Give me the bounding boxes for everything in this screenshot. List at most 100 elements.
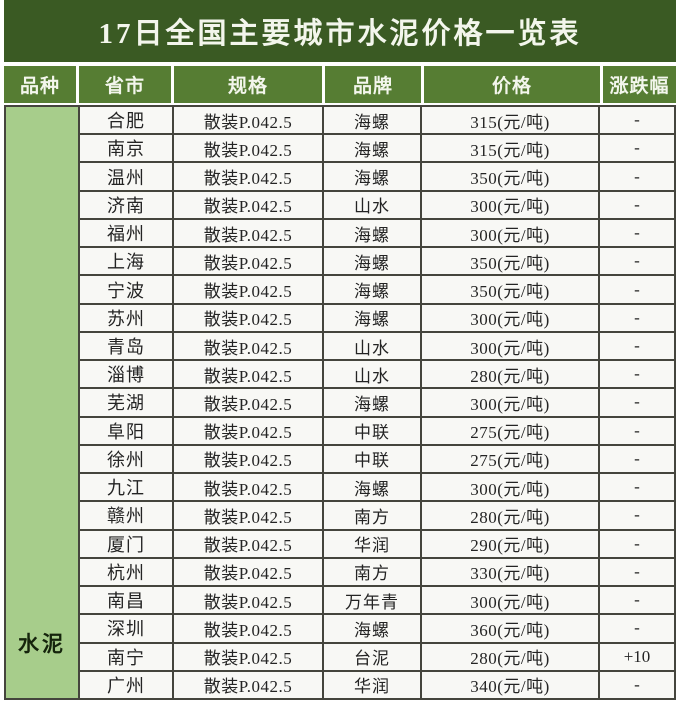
cell-city: 南宁 [80,643,172,670]
cell-spec: 散装P.042.5 [174,587,322,614]
cell-price: 360(元/吨) [422,615,598,642]
cell-city: 苏州 [80,304,172,331]
cell-change: - [600,135,674,162]
cell-change: - [600,276,674,303]
cell-brand: 中联 [324,445,420,473]
cell-city: 合肥 [80,107,172,134]
cell-brand: 华润 [324,671,420,698]
cell-price: 280(元/吨) [422,643,598,670]
cell-city: 福州 [80,219,172,247]
cell-spec: 散装P.042.5 [174,361,322,388]
cell-brand: 海螺 [324,474,420,501]
cell-brand: 海螺 [324,276,420,303]
cell-change: - [600,219,674,247]
cell-price: 290(元/吨) [422,530,598,557]
cell-city: 杭州 [80,558,172,586]
cell-brand: 南方 [324,558,420,586]
cell-price: 350(元/吨) [422,276,598,303]
cell-city: 温州 [80,163,172,190]
cell-spec: 散装P.042.5 [174,107,322,134]
cell-city: 上海 [80,248,172,275]
cell-city: 阜阳 [80,417,172,444]
cell-brand: 海螺 [324,248,420,275]
cell-change: - [600,417,674,444]
column-header-4: 价格 [424,66,600,103]
cell-spec: 散装P.042.5 [174,389,322,416]
column-header-3: 品牌 [325,66,421,103]
cell-city: 青岛 [80,332,172,360]
cell-change: - [600,248,674,275]
cell-price: 275(元/吨) [422,445,598,473]
cell-change: - [600,332,674,360]
cell-change: +10 [600,643,674,670]
cell-spec: 散装P.042.5 [174,248,322,275]
cell-spec: 散装P.042.5 [174,558,322,586]
cell-brand: 海螺 [324,615,420,642]
cell-city: 宁波 [80,276,172,303]
cell-price: 350(元/吨) [422,163,598,190]
cell-price: 300(元/吨) [422,587,598,614]
column-header-0: 品种 [4,66,76,103]
cell-brand: 山水 [324,332,420,360]
column-header-1: 省市 [79,66,171,103]
cell-brand: 南方 [324,502,420,529]
cell-spec: 散装P.042.5 [174,445,322,473]
cell-change: - [600,671,674,698]
cell-spec: 散装P.042.5 [174,502,322,529]
cell-change: - [600,191,674,218]
price-table-body: 水泥 合肥 散装P.042.5 海螺 315(元/吨) - 南京 散装P.042.5 海螺 31… [4,105,676,700]
variety-merged-cell: 水泥 [6,107,78,698]
cell-city: 赣州 [80,502,172,529]
cell-price: 315(元/吨) [422,107,598,134]
cell-brand: 海螺 [324,389,420,416]
cell-price: 300(元/吨) [422,219,598,247]
cell-change: - [600,107,674,134]
variety-label: 水泥 [18,631,66,656]
cell-city: 南京 [80,135,172,162]
cell-city: 济南 [80,191,172,218]
cell-spec: 散装P.042.5 [174,671,322,698]
cell-spec: 散装P.042.5 [174,191,322,218]
cell-price: 315(元/吨) [422,135,598,162]
cell-change: - [600,163,674,190]
cell-spec: 散装P.042.5 [174,643,322,670]
cell-spec: 散装P.042.5 [174,474,322,501]
column-header-2: 规格 [174,66,322,103]
cell-city: 淄博 [80,361,172,388]
cell-spec: 散装P.042.5 [174,135,322,162]
cell-brand: 海螺 [324,135,420,162]
cell-change: - [600,304,674,331]
cell-brand: 海螺 [324,304,420,331]
cell-brand: 万年青 [324,587,420,614]
cell-brand: 海螺 [324,163,420,190]
cell-city: 芜湖 [80,389,172,416]
cell-change: - [600,445,674,473]
cell-change: - [600,389,674,416]
cell-price: 350(元/吨) [422,248,598,275]
cell-city: 厦门 [80,530,172,557]
cell-spec: 散装P.042.5 [174,417,322,444]
column-header-5: 涨跌幅 [603,66,676,103]
cell-spec: 散装P.042.5 [174,304,322,331]
cell-change: - [600,502,674,529]
cell-price: 280(元/吨) [422,361,598,388]
cell-price: 300(元/吨) [422,474,598,501]
cell-spec: 散装P.042.5 [174,163,322,190]
cell-price: 330(元/吨) [422,558,598,586]
cell-brand: 山水 [324,361,420,388]
cell-change: - [600,587,674,614]
cell-change: - [600,530,674,557]
cell-price: 300(元/吨) [422,191,598,218]
cell-change: - [600,558,674,586]
table-header-row: 品种 省市 规格 品牌 价格 涨跌幅 [4,66,676,103]
cell-city: 徐州 [80,445,172,473]
cell-brand: 台泥 [324,643,420,670]
cell-city: 九江 [80,474,172,501]
cell-brand: 海螺 [324,219,420,247]
cell-city: 深圳 [80,615,172,642]
cell-city: 广州 [80,671,172,698]
cell-brand: 华润 [324,530,420,557]
cell-price: 300(元/吨) [422,304,598,331]
cell-city: 南昌 [80,587,172,614]
